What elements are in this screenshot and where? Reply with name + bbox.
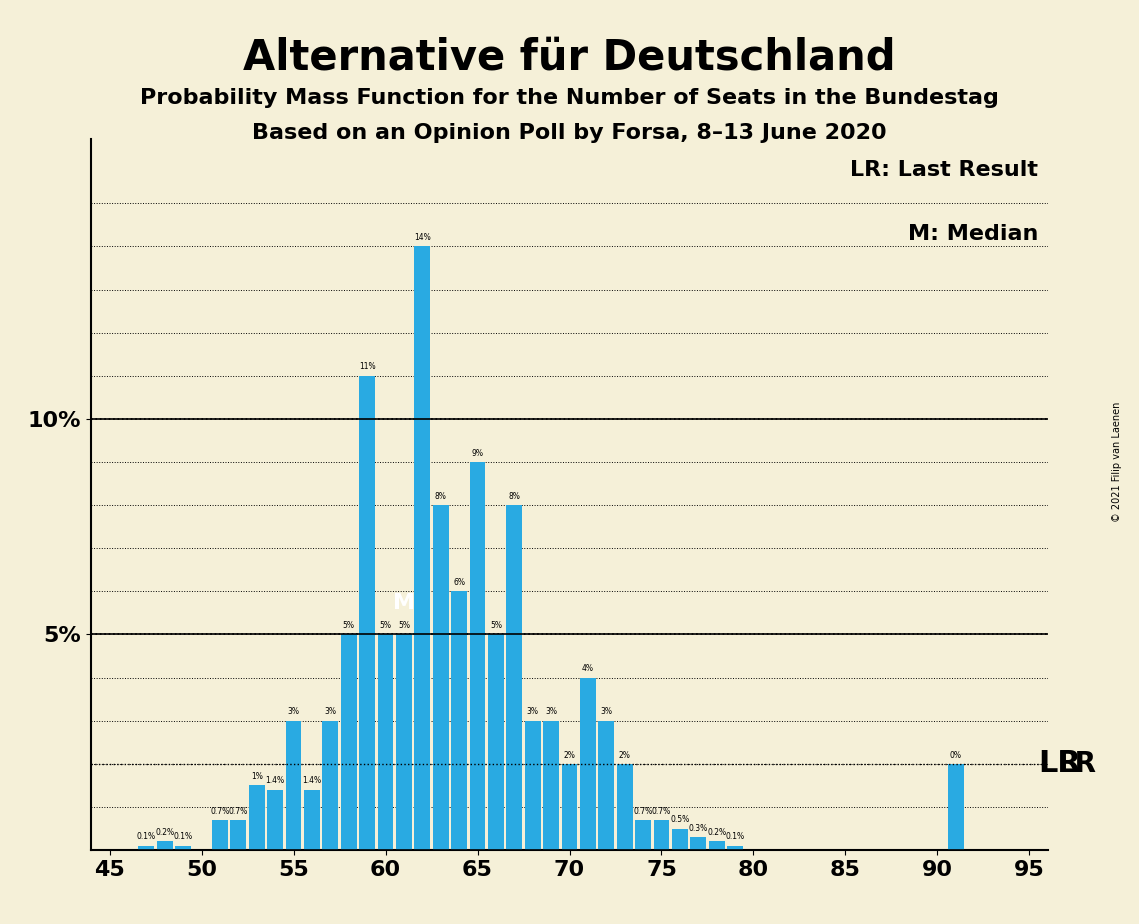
Bar [690, 837, 706, 850]
Text: Probability Mass Function for the Number of Seats in the Bundestag: Probability Mass Function for the Number… [140, 88, 999, 108]
Text: 8%: 8% [435, 492, 446, 501]
Bar [525, 721, 541, 850]
Text: 11%: 11% [359, 362, 376, 371]
Text: 3%: 3% [546, 708, 557, 716]
Bar [157, 842, 172, 850]
Bar [359, 376, 375, 850]
Text: 0.7%: 0.7% [229, 807, 248, 816]
Text: M: M [393, 593, 415, 613]
Bar [598, 721, 614, 850]
Bar [268, 790, 282, 850]
Bar [378, 635, 393, 850]
Bar [230, 820, 246, 850]
Text: 5%: 5% [490, 621, 502, 630]
Text: 6%: 6% [453, 578, 465, 587]
Text: 3%: 3% [287, 708, 300, 716]
Text: 0.2%: 0.2% [155, 828, 174, 837]
Text: 0.5%: 0.5% [670, 815, 689, 824]
Bar [672, 829, 688, 850]
Text: LR: LR [1057, 750, 1097, 778]
Text: 1.4%: 1.4% [302, 776, 321, 785]
Bar [580, 677, 596, 850]
Text: 4%: 4% [582, 664, 593, 674]
Text: 8%: 8% [508, 492, 521, 501]
Bar [396, 635, 411, 850]
Text: 5%: 5% [398, 621, 410, 630]
Bar [543, 721, 559, 850]
Text: 1.4%: 1.4% [265, 776, 285, 785]
Text: 0.1%: 0.1% [173, 833, 192, 842]
Bar [728, 845, 743, 850]
Bar [433, 505, 449, 850]
Text: © 2021 Filip van Laenen: © 2021 Filip van Laenen [1112, 402, 1122, 522]
Bar [469, 462, 485, 850]
Text: M: Median: M: Median [908, 224, 1039, 244]
Bar [948, 764, 964, 850]
Text: 9%: 9% [472, 449, 483, 457]
Bar [654, 820, 670, 850]
Bar [636, 820, 650, 850]
Text: 5%: 5% [379, 621, 392, 630]
Text: 0%: 0% [950, 750, 961, 760]
Text: 0.7%: 0.7% [652, 807, 671, 816]
Bar [451, 591, 467, 850]
Bar [708, 842, 724, 850]
Text: 1%: 1% [251, 772, 263, 781]
Bar [415, 247, 431, 850]
Text: 3%: 3% [526, 708, 539, 716]
Text: 3%: 3% [600, 708, 613, 716]
Text: 5%: 5% [343, 621, 354, 630]
Bar [286, 721, 302, 850]
Text: 2%: 2% [618, 750, 631, 760]
Text: 14%: 14% [413, 233, 431, 242]
Bar [304, 790, 320, 850]
Text: 0.1%: 0.1% [726, 833, 745, 842]
Bar [249, 785, 264, 850]
Text: 2%: 2% [564, 750, 575, 760]
Text: Based on an Opinion Poll by Forsa, 8–13 June 2020: Based on an Opinion Poll by Forsa, 8–13 … [252, 123, 887, 143]
Bar [617, 764, 632, 850]
Text: 0.7%: 0.7% [633, 807, 653, 816]
Bar [322, 721, 338, 850]
Bar [341, 635, 357, 850]
Text: 0.1%: 0.1% [137, 833, 156, 842]
Bar [139, 845, 154, 850]
Text: LR: Last Result: LR: Last Result [851, 160, 1039, 180]
Text: LR: LR [1039, 749, 1082, 778]
Text: Alternative für Deutschland: Alternative für Deutschland [244, 37, 895, 79]
Text: 3%: 3% [325, 708, 336, 716]
Bar [507, 505, 522, 850]
Bar [489, 635, 503, 850]
Text: 0.3%: 0.3% [689, 824, 708, 833]
Text: 0.7%: 0.7% [211, 807, 230, 816]
Text: 0.2%: 0.2% [707, 828, 727, 837]
Bar [212, 820, 228, 850]
Bar [562, 764, 577, 850]
Bar [175, 845, 191, 850]
